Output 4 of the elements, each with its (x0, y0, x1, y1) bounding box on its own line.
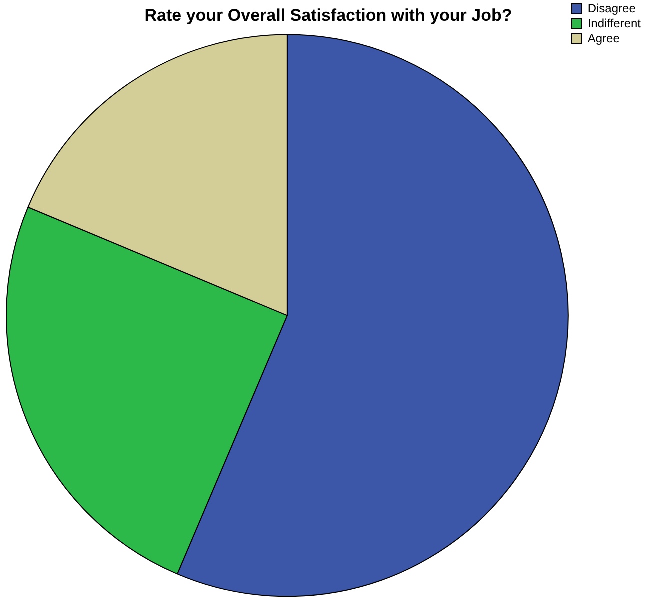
legend-label: Disagree (588, 1, 636, 16)
legend-label: Indifferent (588, 16, 642, 30)
legend-label: Agree (588, 31, 620, 46)
chart-title: Rate your Overall Satisfaction with your Job? (144, 6, 512, 25)
